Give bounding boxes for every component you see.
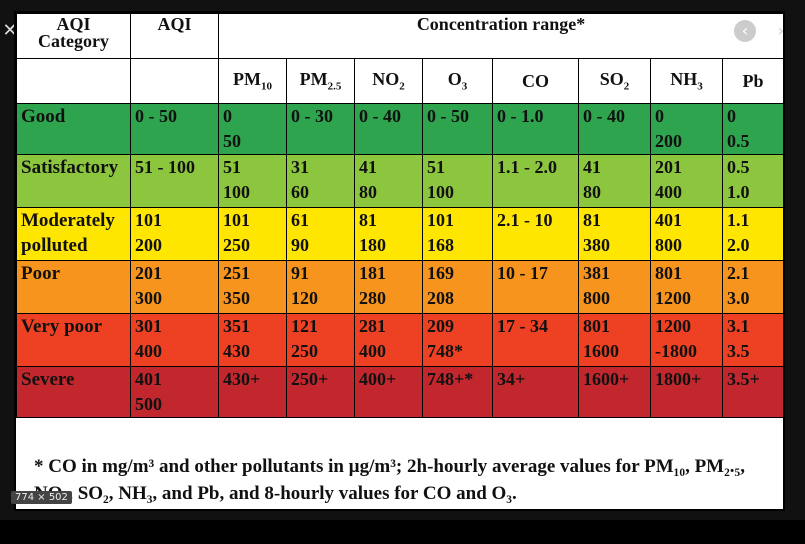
concentration-cell: 400+ bbox=[354, 366, 423, 418]
concentration-cell: 0 200 bbox=[650, 103, 723, 155]
header-concentration: Concentration range* bbox=[217, 13, 785, 59]
concentration-cell: 201 400 bbox=[650, 154, 723, 208]
concentration-cell: 281 400 bbox=[354, 313, 423, 367]
aqi-table: AQI Category AQI Concentration range* PM… bbox=[16, 13, 785, 418]
concentration-cell: 351 430 bbox=[218, 313, 287, 367]
table-row: Moderately polluted 101 200 101 250 61 90 81 180 1… bbox=[16, 207, 785, 261]
concentration-cell: 101 168 bbox=[422, 207, 493, 261]
header-pollutant: PM10 bbox=[218, 58, 287, 104]
concentration-cell: 31 60 bbox=[286, 154, 355, 208]
category-cell: Severe bbox=[16, 366, 131, 418]
concentration-cell: 3.1 3.5 bbox=[721, 313, 785, 367]
aqi-range-cell: 401 500 bbox=[130, 366, 219, 418]
category-cell: Very poor bbox=[16, 313, 131, 367]
header-pollutant: NO2 bbox=[354, 58, 423, 104]
close-icon[interactable]: ✕ bbox=[2, 20, 18, 41]
header-pollutant: SO2 bbox=[578, 58, 651, 104]
concentration-cell: 51 100 bbox=[422, 154, 493, 208]
concentration-cell: 401 800 bbox=[650, 207, 723, 261]
concentration-cell: 0 0.5 bbox=[721, 103, 785, 155]
concentration-cell: 91 120 bbox=[286, 260, 355, 314]
concentration-cell: 10 - 17 bbox=[492, 260, 579, 314]
aqi-range-cell: 51 - 100 bbox=[130, 154, 219, 208]
concentration-cell: 2.1 3.0 bbox=[721, 260, 785, 314]
concentration-cell: 81 380 bbox=[578, 207, 651, 261]
concentration-cell: 1.1 2.0 bbox=[721, 207, 785, 261]
concentration-cell: 0 - 40 bbox=[354, 103, 423, 155]
concentration-cell: 251 350 bbox=[218, 260, 287, 314]
concentration-cell: 0 50 bbox=[218, 103, 287, 155]
category-cell: Satisfactory bbox=[16, 154, 131, 208]
concentration-cell: 1.1 - 2.0 bbox=[492, 154, 579, 208]
image-size-badge: 774 × 502 bbox=[11, 491, 72, 504]
concentration-cell: 381 800 bbox=[578, 260, 651, 314]
aqi-table-image: AQI Category AQI Concentration range* PM… bbox=[14, 11, 785, 511]
concentration-cell: 1200 -1800 bbox=[650, 313, 723, 367]
category-cell: Moderately polluted bbox=[16, 207, 131, 261]
concentration-cell: 0 - 50 bbox=[422, 103, 493, 155]
header-aqi: AQI bbox=[130, 13, 219, 59]
concentration-cell: 250+ bbox=[286, 366, 355, 418]
concentration-cell: 34+ bbox=[492, 366, 579, 418]
header-pollutant: O3 bbox=[422, 58, 493, 104]
concentration-cell: 181 280 bbox=[354, 260, 423, 314]
header-pollutant: NH3 bbox=[650, 58, 723, 104]
previous-image-button[interactable]: ‹ bbox=[734, 20, 756, 42]
concentration-cell: 101 250 bbox=[218, 207, 287, 261]
concentration-cell: 121 250 bbox=[286, 313, 355, 367]
table-row: Severe 401 500 430+ 250+ 400+ 748+* 34+ 1600+ 180… bbox=[16, 366, 785, 418]
concentration-cell: 41 80 bbox=[354, 154, 423, 208]
header-category: AQI Category bbox=[16, 13, 131, 59]
table-row: Poor 201 300 251 350 91 120 181 280 169 208 10 - 17… bbox=[16, 260, 785, 314]
concentration-cell: 169 208 bbox=[422, 260, 493, 314]
table-row: Satisfactory 51 - 100 51 100 31 60 41 80 51 100 1.… bbox=[16, 154, 785, 208]
table-row: Very poor 301 400 351 430 121 250 281 400 209 748*… bbox=[16, 313, 785, 367]
concentration-cell: 81 180 bbox=[354, 207, 423, 261]
concentration-cell: 17 - 34 bbox=[492, 313, 579, 367]
concentration-cell: 1800+ bbox=[650, 366, 723, 418]
concentration-cell: 61 90 bbox=[286, 207, 355, 261]
bottom-bar bbox=[0, 520, 805, 544]
concentration-cell: 2.1 - 10 bbox=[492, 207, 579, 261]
concentration-cell: 3.5+ bbox=[721, 366, 785, 418]
concentration-cell: 209 748* bbox=[422, 313, 493, 367]
footnote: * CO in mg/m³ and other pollutants in µg… bbox=[34, 456, 745, 504]
table-row: Good 0 - 50 0 50 0 - 30 0 - 40 0 - 50 0 - 1.0 0 … bbox=[16, 103, 785, 155]
category-cell: Poor bbox=[16, 260, 131, 314]
concentration-cell: 0 - 40 bbox=[578, 103, 651, 155]
header-pollutant: PM2.5 bbox=[286, 58, 355, 104]
concentration-cell: 0.5 1.0 bbox=[721, 154, 785, 208]
aqi-range-cell: 0 - 50 bbox=[130, 103, 219, 155]
concentration-cell: 51 100 bbox=[218, 154, 287, 208]
concentration-cell: 1600+ bbox=[578, 366, 651, 418]
concentration-cell: 0 - 1.0 bbox=[492, 103, 579, 155]
concentration-cell: 41 80 bbox=[578, 154, 651, 208]
header-pollutant: Pb bbox=[721, 58, 785, 104]
category-cell: Good bbox=[16, 103, 131, 155]
concentration-cell: 801 1200 bbox=[650, 260, 723, 314]
concentration-cell: 430+ bbox=[218, 366, 287, 418]
concentration-cell: 0 - 30 bbox=[286, 103, 355, 155]
aqi-range-cell: 201 300 bbox=[130, 260, 219, 314]
concentration-cell: 748+* bbox=[422, 366, 493, 418]
next-image-button[interactable]: › bbox=[777, 21, 785, 40]
concentration-cell: 801 1600 bbox=[578, 313, 651, 367]
aqi-range-cell: 101 200 bbox=[130, 207, 219, 261]
aqi-range-cell: 301 400 bbox=[130, 313, 219, 367]
header-pollutant: CO bbox=[492, 58, 579, 104]
